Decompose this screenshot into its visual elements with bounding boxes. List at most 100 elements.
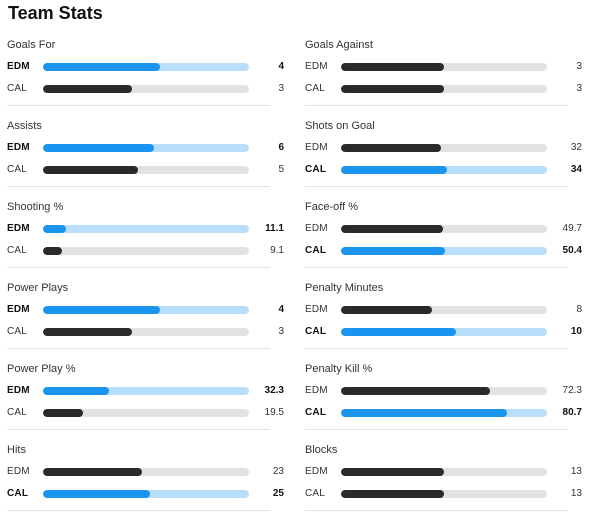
stat-bar-fill [43,306,161,314]
stat-value: 5 [278,164,284,175]
stat-value: 11.1 [265,223,284,234]
stat-block-goals-for: Goals For EDM 4 CAL 3 [7,35,284,106]
team-abbr: CAL [7,488,29,499]
stat-bar-track [43,225,249,233]
stat-row-edm: EDM 49.7 [305,222,582,236]
stat-bar-fill [43,225,66,233]
stat-row-cal: CAL 80.7 [305,406,582,420]
stat-bar-fill [341,85,444,93]
stat-bar-fill [341,490,444,498]
stat-row-edm: EDM 6 [7,141,284,155]
team-abbr: CAL [305,488,326,499]
stat-bar-fill [341,468,444,476]
stat-value: 25 [272,488,284,499]
stat-bar-fill [341,225,444,233]
stat-title: Goals Against [305,39,373,51]
stat-bar-fill [341,387,490,395]
stat-bar-fill [43,247,62,255]
stat-bar-fill [341,409,508,417]
stat-value: 80.7 [562,407,582,418]
team-abbr: CAL [305,326,327,337]
team-abbr: EDM [7,466,30,477]
stat-bar-track [341,387,547,395]
stat-bar-fill [43,468,142,476]
stat-value: 3 [278,326,284,337]
stat-value: 8 [576,304,582,315]
stat-block-goals-against: Goals Against EDM 3 CAL 3 [305,35,582,106]
stat-row-edm: EDM 23 [7,465,284,479]
team-abbr: EDM [7,223,30,234]
team-abbr: EDM [305,223,328,234]
stat-row-edm: EDM 13 [305,465,582,479]
team-abbr: CAL [305,164,327,175]
stat-bar-track [43,328,249,336]
stat-bar-track [43,387,249,395]
stat-bar-fill [341,144,441,152]
stat-title: Blocks [305,444,338,456]
stat-row-edm: EDM 4 [7,303,284,317]
team-abbr: CAL [7,326,28,337]
stat-row-edm: EDM 32 [305,141,582,155]
stat-block-assists: Assists EDM 6 CAL 5 [7,116,284,187]
stat-value: 3 [576,83,582,94]
stat-bar-fill [341,63,444,71]
stat-block-shooting-pct: Shooting % EDM 11.1 CAL 9.1 [7,197,284,268]
stat-bar-track [43,85,249,93]
stat-row-edm: EDM 11.1 [7,222,284,236]
stat-block-penalty-kill-pct: Penalty Kill % EDM 72.3 CAL 80.7 [305,359,582,430]
team-abbr: EDM [7,61,30,72]
stat-bar-track [341,490,547,498]
page-title: Team Stats [8,3,103,23]
stat-title: Goals For [7,39,56,51]
team-abbr: CAL [7,164,28,175]
stat-row-cal: CAL 34 [305,163,582,177]
stat-row-cal: CAL 13 [305,487,582,501]
stat-bar-track [341,468,547,476]
stat-value: 32.3 [264,385,284,396]
stat-bar-fill [43,144,155,152]
stat-title: Penalty Minutes [305,282,384,294]
team-abbr: EDM [305,142,328,153]
stat-bar-fill [43,328,132,336]
stat-value: 4 [278,304,284,315]
team-abbr: CAL [305,407,327,418]
team-abbr: EDM [7,385,30,396]
stat-block-blocks: Blocks EDM 13 CAL 13 [305,440,582,511]
stat-value: 13 [570,488,582,499]
stat-bar-track [43,490,249,498]
stats-column-right: Goals Against EDM 3 CAL 3 Shots on Goal EDM 32 C… [305,35,582,521]
stat-bar-fill [43,166,138,174]
stat-title: Hits [7,444,26,456]
stat-value: 9.1 [270,245,284,256]
stat-bar-track [341,85,547,93]
stat-bar-track [43,306,249,314]
stat-title: Shots on Goal [305,120,375,132]
stat-row-cal: CAL 19.5 [7,406,284,420]
stat-bar-fill [43,409,84,417]
stat-title: Shooting % [7,201,64,213]
stat-value: 49.7 [562,223,582,234]
stat-row-edm: EDM 3 [305,60,582,74]
stats-column-left: Goals For EDM 4 CAL 3 Assists EDM 6 CAL 5 Shooting… [7,35,284,521]
stat-bar-track [43,247,249,255]
stat-bar-fill [341,306,432,314]
team-abbr: EDM [7,142,30,153]
stat-row-cal: CAL 5 [7,163,284,177]
stat-title: Power Plays [7,282,69,294]
stat-row-edm: EDM 8 [305,303,582,317]
team-abbr: CAL [7,83,28,94]
team-abbr: CAL [7,245,28,256]
stat-block-face-off-pct: Face-off % EDM 49.7 CAL 50.4 [305,197,582,268]
stat-bar-track [341,306,547,314]
team-abbr: EDM [305,466,328,477]
stat-value: 19.5 [264,407,284,418]
stat-bar-track [341,225,547,233]
stat-bar-track [341,166,547,174]
stat-value: 3 [278,83,284,94]
stat-block-power-play-pct: Power Play % EDM 32.3 CAL 19.5 [7,359,284,430]
stat-block-hits: Hits EDM 23 CAL 25 [7,440,284,511]
stat-bar-fill [43,85,132,93]
stat-bar-fill [43,490,151,498]
team-abbr: EDM [305,61,328,72]
stat-bar-track [43,166,249,174]
